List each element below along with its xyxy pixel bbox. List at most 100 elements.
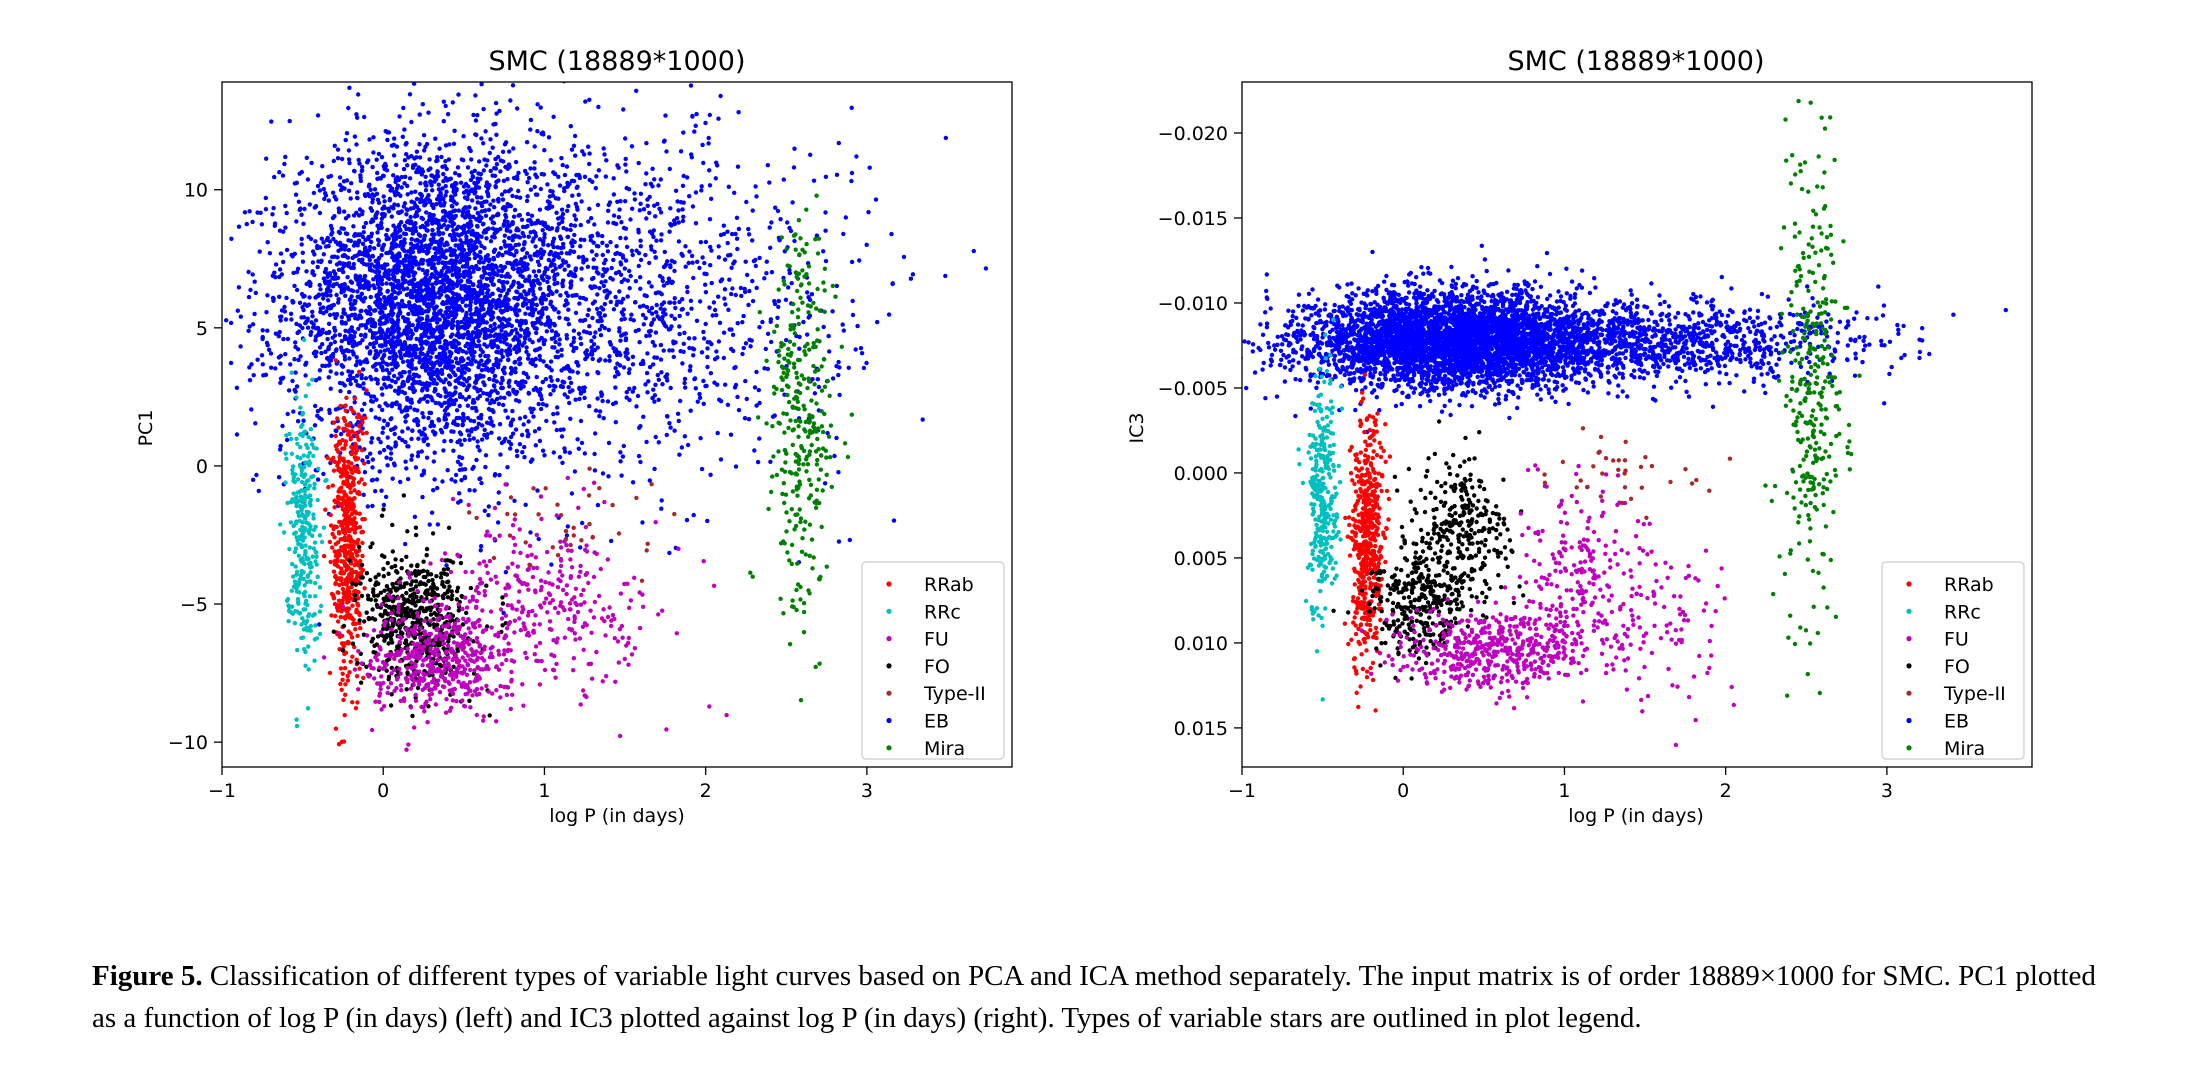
data-point [368,234,374,239]
data-point [332,325,337,331]
data-point [382,262,388,267]
data-point [194,276,198,280]
data-point [629,312,634,317]
data-point [617,207,622,212]
data-point [327,259,333,264]
data-point [331,283,336,288]
data-point [436,271,441,277]
data-point [466,242,472,247]
data-point [428,423,434,429]
data-point [468,418,473,423]
data-point [478,548,483,553]
data-point [351,375,356,381]
data-point [402,127,407,132]
data-point [660,382,665,387]
data-point [441,324,447,330]
data-point [393,284,399,289]
data-point [429,262,435,267]
data-point [403,541,408,547]
data-point [410,249,416,255]
data-point [512,207,518,213]
data-point [680,218,686,224]
data-point [273,262,279,267]
data-point [355,316,360,321]
data-point [250,322,256,327]
data-point [380,356,385,361]
data-point [521,370,526,376]
data-point [368,311,373,317]
data-point [971,248,976,254]
data-point [317,415,322,421]
data-point [369,239,374,245]
data-point [355,190,360,195]
data-point [283,203,288,209]
data-point [577,396,582,402]
data-point [489,262,495,267]
data-point [368,187,373,192]
data-point [823,258,829,264]
data-point [312,272,317,278]
data-point [573,310,579,316]
data-point [625,294,630,299]
data-point [408,214,413,220]
data-point [551,236,557,241]
data-point [287,118,292,124]
data-point [343,261,348,267]
data-point [352,312,358,317]
data-point [623,136,628,141]
data-point [513,427,519,432]
data-point [708,472,713,477]
data-point [474,183,479,188]
data-point [569,178,575,183]
data-point [651,387,656,392]
data-point [688,408,693,413]
data-point [698,299,703,304]
data-point [278,443,283,449]
data-point [565,524,570,529]
data-point [466,290,472,295]
data-point [211,170,215,174]
data-point [886,312,892,317]
data-point [498,395,503,400]
data-point [372,187,378,192]
data-point [331,302,336,308]
data-point [830,309,835,314]
data-point [499,310,505,315]
data-point [174,107,178,111]
data-point [427,214,432,219]
data-point [413,354,418,360]
data-point [405,163,410,168]
data-point [387,383,392,389]
data-point [692,129,697,134]
data-point [571,348,576,354]
data-point [381,173,386,179]
data-point [323,349,328,354]
data-point [431,285,436,290]
data-point [474,331,479,336]
data-point [236,285,242,290]
data-point [539,131,544,136]
data-point [236,224,242,229]
data-point [466,433,472,438]
data-point [508,98,513,103]
data-point [263,207,269,212]
data-point [622,316,627,321]
data-point [730,332,736,337]
data-point [417,112,422,117]
data-point [338,345,344,350]
data-point [365,320,371,325]
data-point [548,375,553,380]
data-point [666,276,672,281]
data-point [330,190,336,195]
data-point [712,380,717,385]
data-point [385,137,390,143]
data-point [434,354,439,360]
data-point [486,353,491,359]
data-point [517,356,523,361]
data-point [507,164,512,169]
data-point [765,331,771,336]
data-point [560,384,566,390]
data-point [366,459,371,465]
data-point [658,357,664,362]
data-point [346,264,352,269]
